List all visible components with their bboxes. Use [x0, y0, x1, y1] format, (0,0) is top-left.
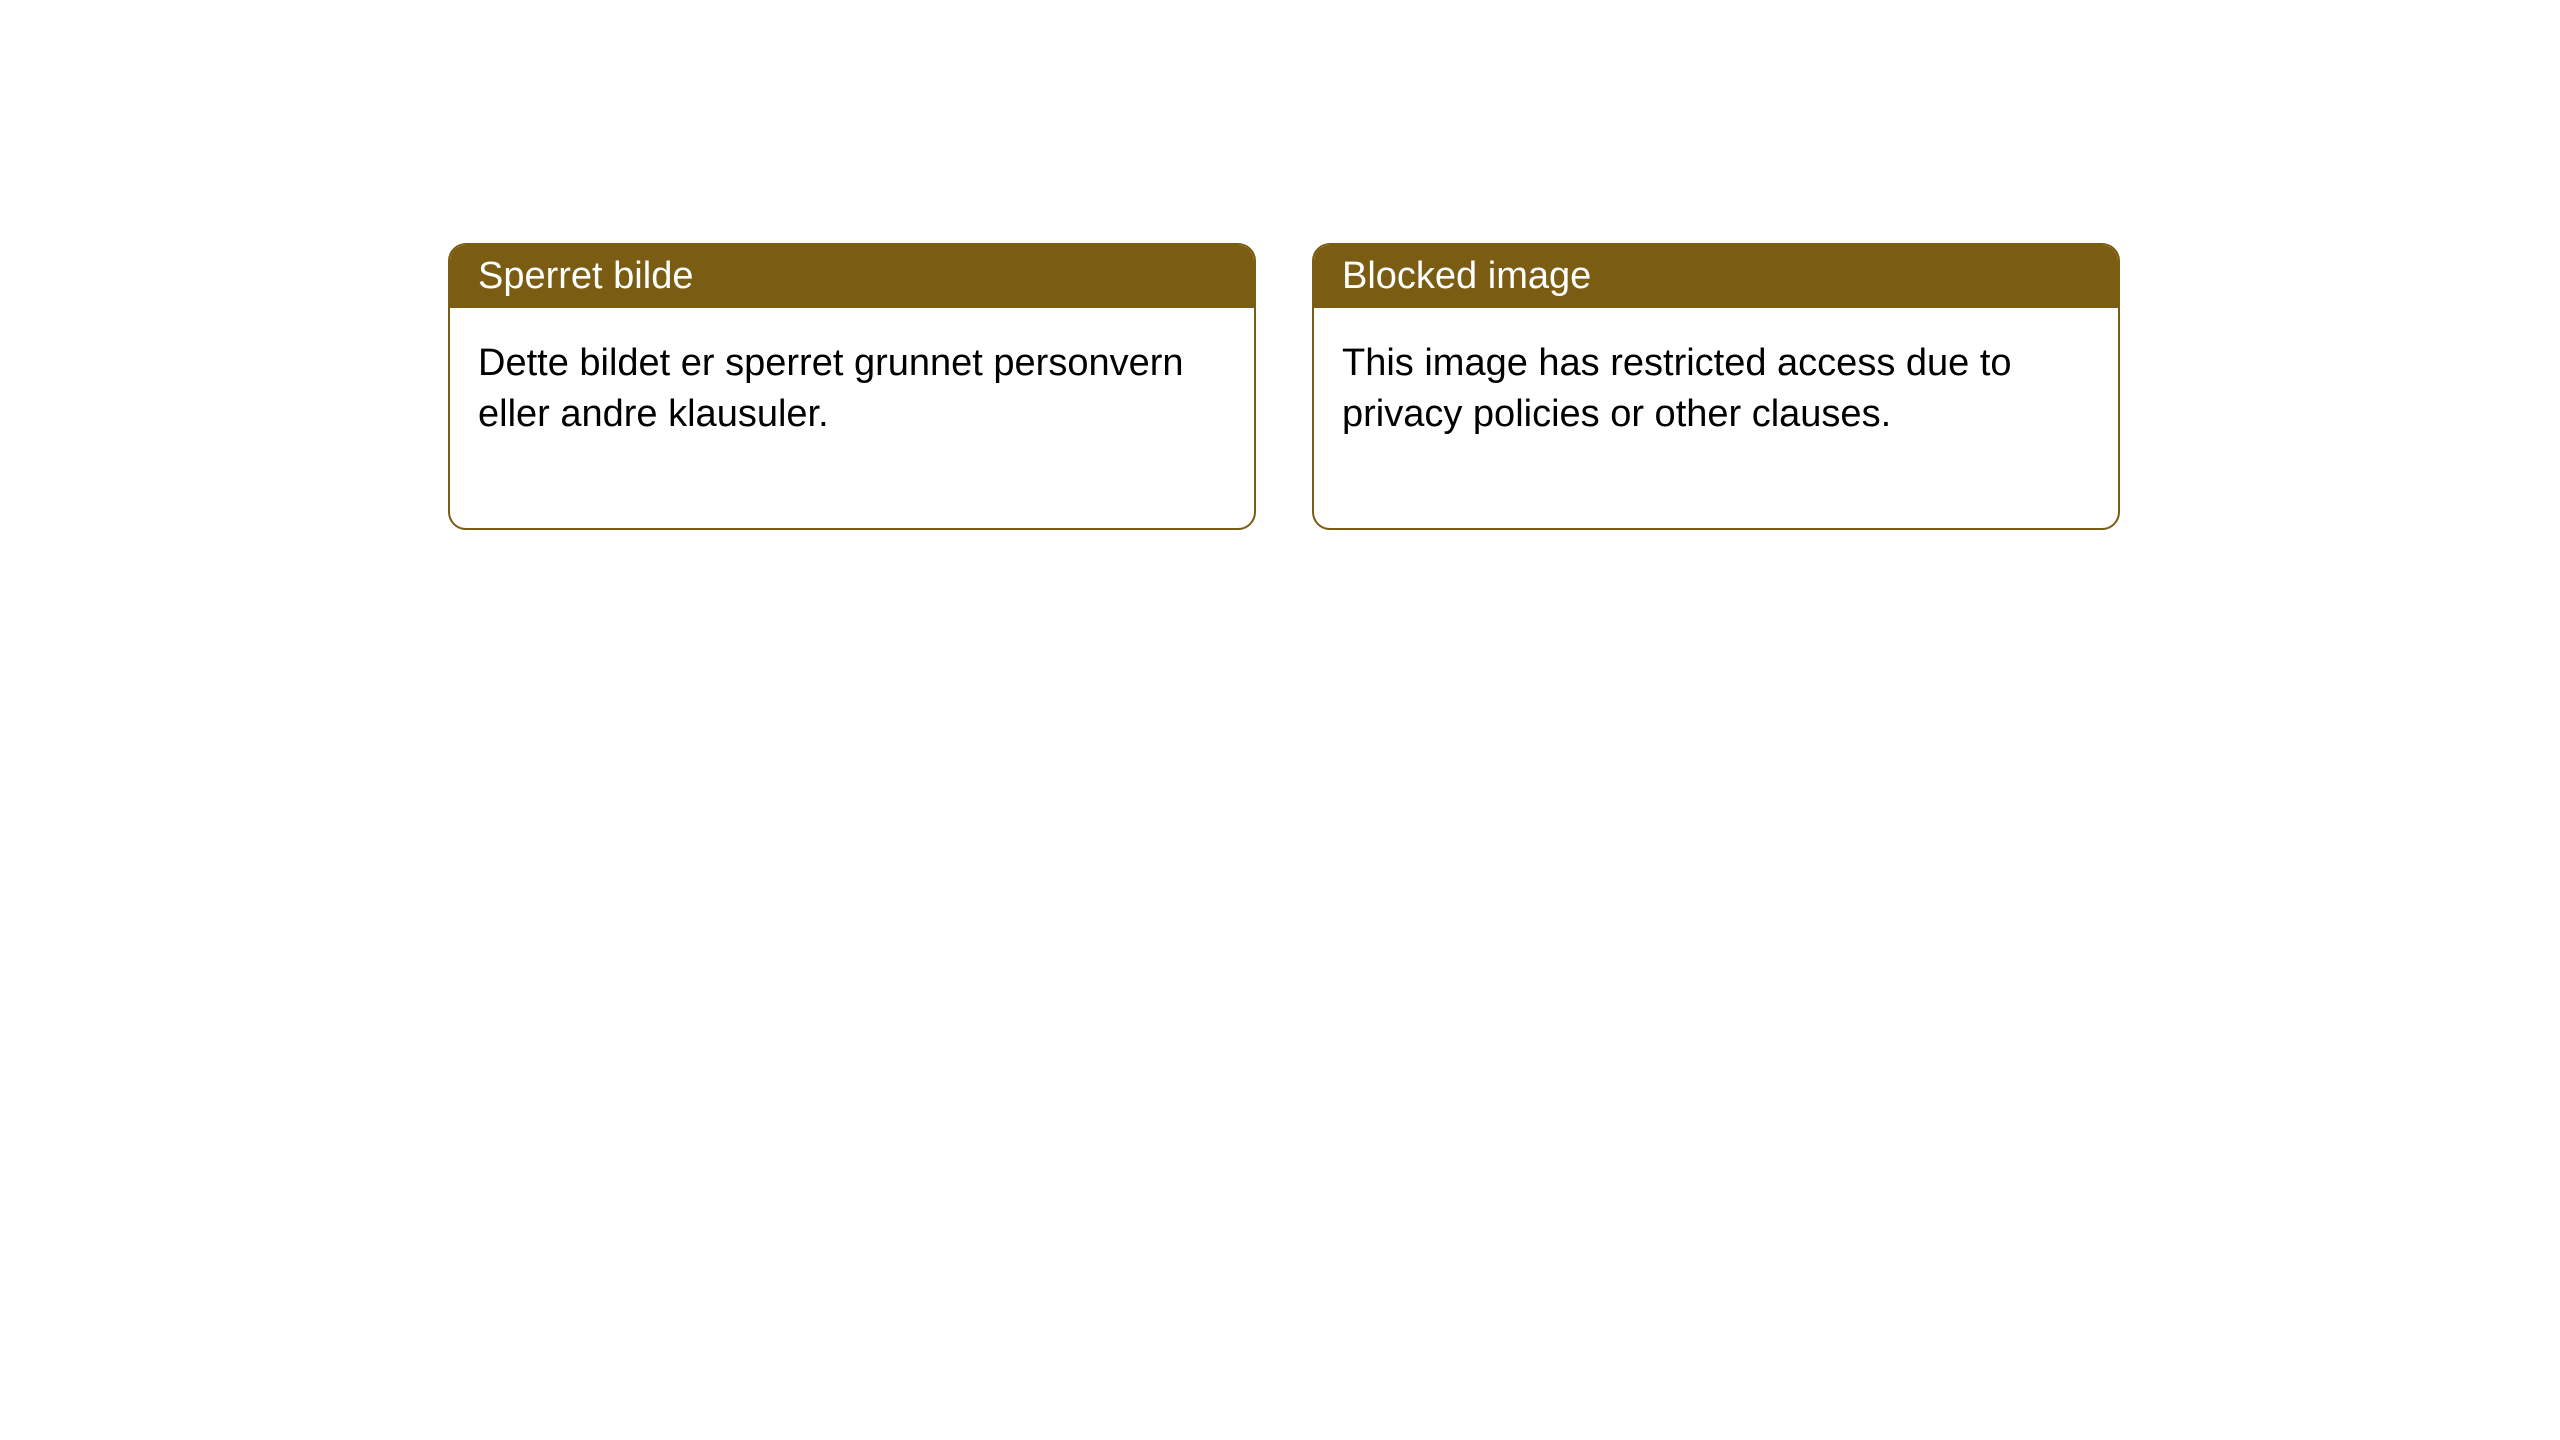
notice-card-english: Blocked image This image has restricted … — [1312, 243, 2120, 530]
card-title: Blocked image — [1342, 255, 1591, 297]
card-body-text: This image has restricted access due to … — [1342, 342, 2012, 435]
card-body: Dette bildet er sperret grunnet personve… — [450, 308, 1254, 528]
card-title: Sperret bilde — [478, 255, 693, 297]
notice-container: Sperret bilde Dette bildet er sperret gr… — [0, 0, 2560, 530]
card-body: This image has restricted access due to … — [1314, 308, 2118, 528]
card-header: Sperret bilde — [450, 245, 1254, 308]
notice-card-norwegian: Sperret bilde Dette bildet er sperret gr… — [448, 243, 1256, 530]
card-header: Blocked image — [1314, 245, 2118, 308]
card-body-text: Dette bildet er sperret grunnet personve… — [478, 342, 1184, 435]
